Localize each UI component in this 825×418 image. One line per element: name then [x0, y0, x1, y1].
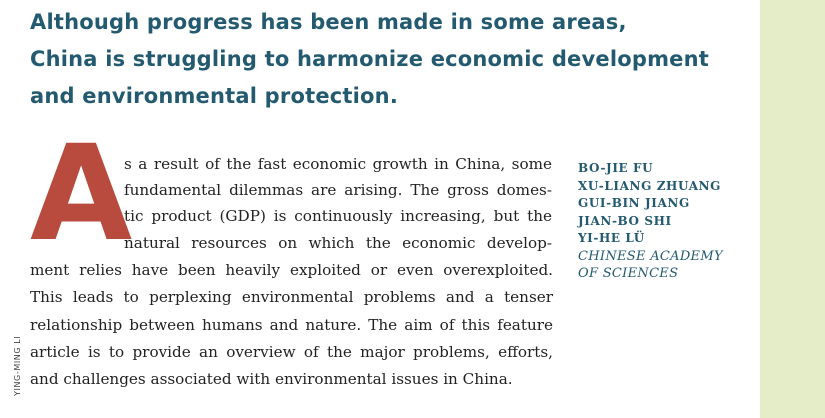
article-headline: Although progress has been made in some … — [30, 4, 750, 115]
drop-cap: A — [30, 117, 133, 271]
author-name: GUI-BIN JIANG — [578, 196, 690, 210]
article-line: and challenges associated with environme… — [30, 370, 513, 388]
author-name: XU-LIANG ZHUANG — [578, 178, 722, 193]
article-line: s a result of the fast economic growth i… — [124, 155, 552, 173]
article-line: fundamental dilemmas are arising. The gr… — [124, 181, 552, 199]
article-line: relationship between humans and nature. … — [30, 316, 553, 334]
article-line: This leads to perplexing environmental p… — [30, 288, 553, 306]
author-name: JIAN-BO SHI — [578, 213, 672, 228]
author-name: YI-HE LÜ — [578, 231, 645, 245]
headline-line: Although progress has been made in some … — [30, 10, 627, 34]
photo-credit: YING-MING LI — [13, 335, 22, 396]
author-byline: BO-JIE FU XU-LIANG ZHUANG GUI-BIN JIANG … — [578, 160, 723, 283]
author-name: BO-JIE FU — [578, 161, 654, 175]
side-color-bar — [760, 0, 825, 418]
author-affiliation: OF SCIENCES — [578, 266, 679, 281]
article-line: article is to provide an overview of the… — [30, 343, 553, 361]
headline-line: and environmental protection. — [30, 84, 399, 108]
headline-line: China is struggling to harmonize economi… — [30, 47, 710, 71]
article-line: natural resources on which the economic … — [124, 234, 552, 252]
article-line: tic product (GDP) is continuously increa… — [124, 207, 552, 225]
author-affiliation: CHINESE ACADEMY — [578, 248, 723, 264]
article-line: ment relies have been heavily exploited … — [30, 261, 553, 279]
